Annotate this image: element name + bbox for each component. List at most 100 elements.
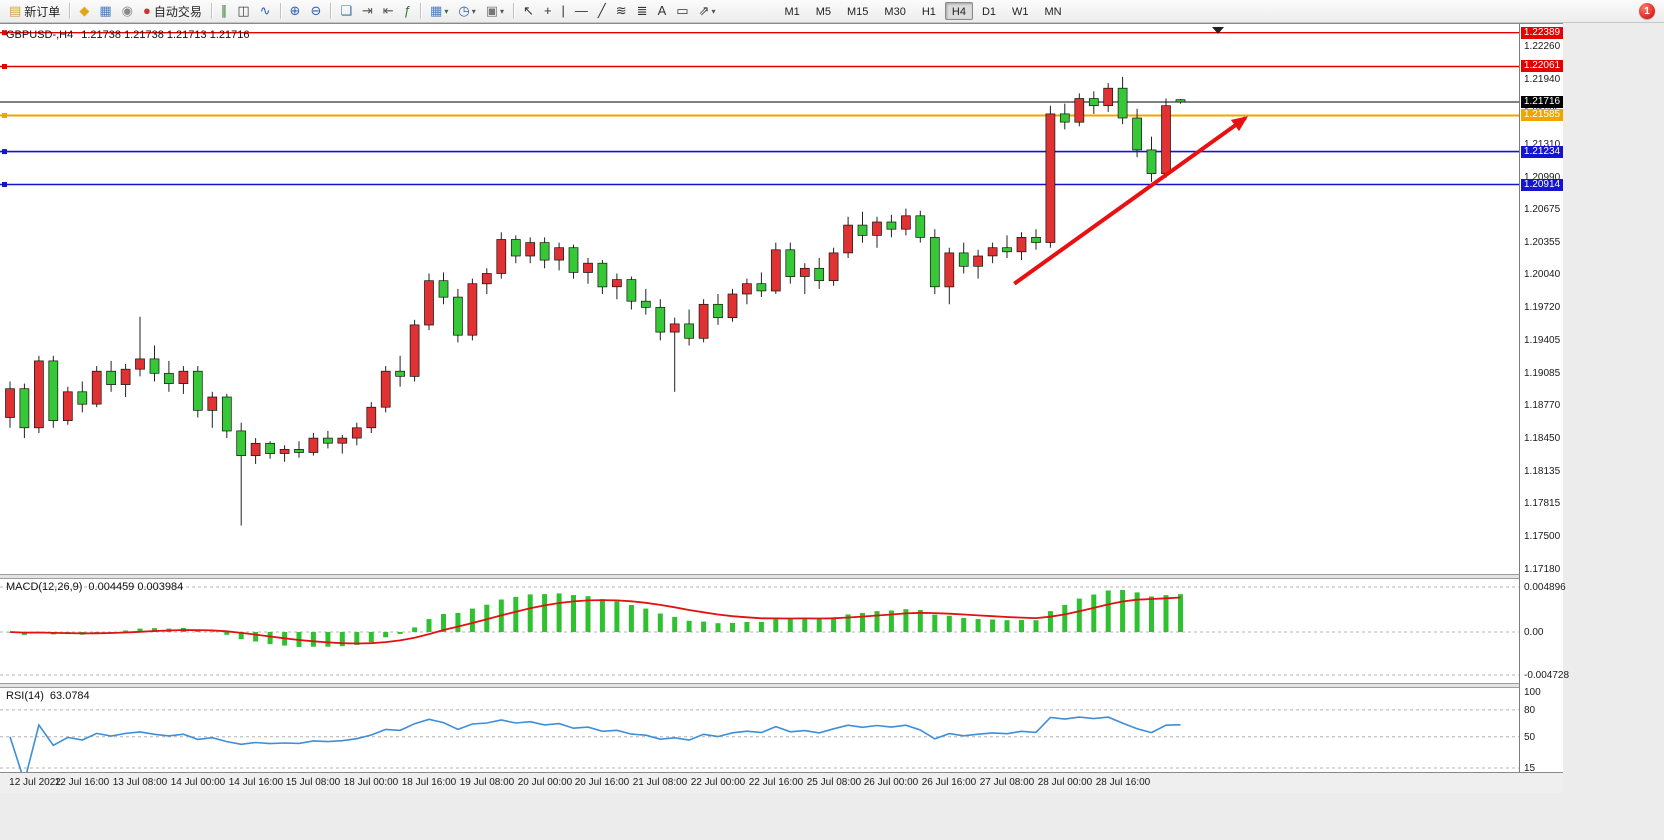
timeframe-m30-button[interactable]: M30 xyxy=(884,6,906,18)
candle xyxy=(510,239,521,257)
chart-shift-button[interactable]: ⇤ xyxy=(379,1,398,21)
zoom-out-button[interactable]: ⊖ xyxy=(306,1,325,21)
line-handle[interactable] xyxy=(2,30,7,36)
candle xyxy=(799,267,810,277)
macd-histogram-bar xyxy=(932,614,938,632)
macd-histogram-bar xyxy=(354,632,360,645)
price-tick-label: 1.21310 xyxy=(1524,139,1561,150)
trend-arrow[interactable] xyxy=(1013,116,1248,286)
macd-histogram-bar xyxy=(961,618,967,632)
macd-histogram-bar xyxy=(527,594,533,632)
macd-values: 0.004459 0.003984 xyxy=(88,581,184,593)
candle xyxy=(1074,98,1085,123)
panel-splitter[interactable] xyxy=(0,683,1563,688)
macd-histogram-bar xyxy=(1076,598,1082,632)
macd-histogram-bar xyxy=(137,628,143,632)
macd-histogram-bar xyxy=(1033,620,1039,632)
metaeditor-button[interactable]: ◆ xyxy=(75,1,93,21)
tile-windows-button[interactable]: ❏ xyxy=(336,1,356,21)
timeframe-h4-button[interactable]: H4 xyxy=(944,2,973,20)
candle xyxy=(149,358,160,374)
macd-histogram-bar xyxy=(238,632,244,640)
new-order-icon: ▤ xyxy=(9,3,22,18)
arrows-menu-icon: ⇗ xyxy=(698,3,710,18)
price-tick-label: 1.20990 xyxy=(1524,172,1561,183)
line-handle[interactable] xyxy=(2,113,7,118)
auto-trading-button[interactable]: ● 自动交易 xyxy=(139,1,206,21)
trendline-button[interactable]: ╱ xyxy=(594,1,610,21)
candle xyxy=(62,391,73,421)
community-button[interactable]: ◉ xyxy=(118,1,137,21)
macd-histogram-bar xyxy=(123,630,129,632)
price-scale[interactable]: 1.222601.219401.216251.213101.209901.206… xyxy=(1519,24,1569,774)
new-order-button[interactable]: ▤ 新订单 xyxy=(5,1,64,21)
panel-splitter[interactable] xyxy=(0,574,1563,579)
candle xyxy=(929,237,940,288)
macd-histogram-bar xyxy=(152,628,157,632)
macd-histogram-bar xyxy=(816,618,822,632)
macd-histogram-bar xyxy=(1091,594,1097,632)
line-handle[interactable] xyxy=(2,149,7,155)
new-chart-button[interactable]: ▦ xyxy=(95,1,115,21)
bar-chart-button[interactable]: ∥ xyxy=(217,1,232,21)
line-chart-button[interactable]: ∿ xyxy=(256,1,275,21)
vertical-line-button[interactable]: | xyxy=(558,1,569,21)
candle xyxy=(886,221,897,230)
time-scale[interactable]: 12 Jul 2022 12 Jul 16:00 13 Jul 08:00 14 Ju… xyxy=(0,772,1563,793)
macd-histogram-bar xyxy=(253,632,259,642)
rsi-scale-label: 15 xyxy=(1524,763,1536,774)
price-tick-label: 1.20355 xyxy=(1524,237,1561,248)
candle xyxy=(250,442,261,457)
rsi-panel[interactable] xyxy=(0,688,1519,772)
periods-menu-button[interactable]: ◷ ▾ xyxy=(454,1,479,21)
zoom-in-button[interactable]: ⊕ xyxy=(286,1,305,21)
templates-menu-button[interactable]: ▣ ▾ xyxy=(482,1,508,21)
cursor-button[interactable]: ↖ xyxy=(519,1,538,21)
timeframe-d1-button[interactable]: D1 xyxy=(981,6,997,18)
new-chart-menu-button[interactable]: ▦ ▾ xyxy=(426,1,452,21)
line-handle[interactable] xyxy=(2,182,7,187)
timeframe-w1-button[interactable]: W1 xyxy=(1012,6,1029,18)
fibonacci-button[interactable]: ≣ xyxy=(633,1,652,21)
chart-shift-icon: ⇤ xyxy=(382,3,394,18)
timeframe-h1-button[interactable]: H1 xyxy=(921,6,936,18)
equidistant-channel-button[interactable]: ≋ xyxy=(612,1,631,21)
timeframe-mn-button[interactable]: MN xyxy=(1044,6,1062,18)
text-button[interactable]: A xyxy=(654,1,671,21)
price-tick-label: 1.19085 xyxy=(1524,368,1561,379)
chart-shift-marker-icon[interactable] xyxy=(1212,27,1224,34)
chart-title: GBPUSD-,H4 1.21738 1.21738 1.21713 1.2171… xyxy=(6,29,257,41)
notification-badge[interactable]: 1 xyxy=(1639,3,1655,19)
crosshair-button[interactable]: + xyxy=(540,1,556,21)
equidistant-channel-icon: ≋ xyxy=(615,3,627,18)
candle xyxy=(525,242,536,257)
timeframe-m1-button[interactable]: M1 xyxy=(784,6,800,18)
macd-histogram-bar xyxy=(903,609,909,632)
line-handle[interactable] xyxy=(2,64,7,69)
time-tick-label: 14 Jul 16:00 xyxy=(228,777,284,788)
main-chart-plot[interactable] xyxy=(0,24,1519,574)
macd-histogram-bar xyxy=(310,632,316,647)
macd-histogram-bar xyxy=(643,608,649,632)
text-label-button[interactable]: ▭ xyxy=(672,1,692,21)
metaeditor-icon: ◆ xyxy=(79,3,90,18)
chart-window: GBPUSD-,H4 1.21738 1.21738 1.21713 1.2171… xyxy=(0,23,1569,793)
toolbar-separator xyxy=(513,3,515,19)
macd-panel[interactable] xyxy=(0,579,1519,683)
price-line-label: 1.21585 xyxy=(1521,109,1563,121)
horizontal-line-button[interactable]: — xyxy=(571,1,592,21)
macd-scale-label: 0.004896 xyxy=(1524,582,1566,593)
candle xyxy=(612,279,622,288)
macd-histogram-bar xyxy=(455,612,461,632)
candle xyxy=(727,293,738,319)
indicators-button[interactable]: ƒ xyxy=(400,1,415,21)
price-tick-label: 1.17500 xyxy=(1524,531,1561,542)
candle xyxy=(265,442,275,454)
auto-scroll-button[interactable]: ⇥ xyxy=(358,1,377,21)
timeframe-m15-button[interactable]: M15 xyxy=(847,6,869,18)
candlestick-chart-button[interactable]: ◫ xyxy=(233,1,253,21)
candle xyxy=(395,370,405,377)
arrows-menu-button[interactable]: ⇗ ▾ xyxy=(695,1,720,21)
macd-histogram-bar xyxy=(672,616,678,632)
timeframe-m5-button[interactable]: M5 xyxy=(815,6,832,18)
